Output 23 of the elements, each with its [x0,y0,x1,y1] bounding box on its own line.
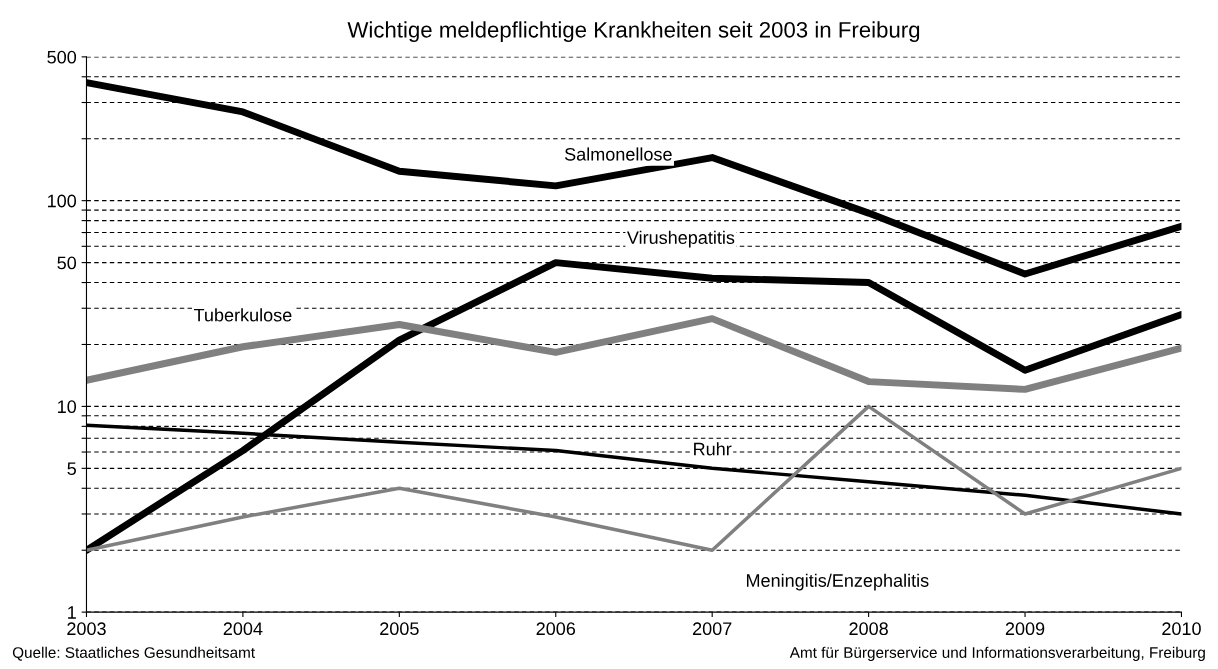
x-tick-label: 2007 [693,622,732,636]
series-label: Tuberkulose [193,308,292,322]
y-tick-label: 100 [48,194,77,208]
text: Amt für Bürgerservice und Informationsverarbeitung, Freiburg [789,646,1205,661]
x-tick-label: 2008 [849,622,888,636]
source-note: Quelle: Staatliches Gesundheitsamt [12,646,255,661]
series-label: Salmonellose [564,147,672,161]
chart-title: Wichtige meldepflichtige Krankheiten seit 2003 in Freiburg [347,21,920,43]
text: Meningitis/Enzephalitis [746,573,929,591]
y-tick-label: 10 [58,400,77,414]
x-tick-label: 2005 [380,622,419,636]
x-tick-label: 2004 [223,622,263,636]
series-label: Ruhr [694,442,732,456]
y-tick-label: 5 [67,462,76,476]
x-tick-label: 2003 [67,622,106,636]
x-tick-label: 2010 [1162,622,1201,636]
x-tick-label: 2009 [1005,622,1045,636]
y-tick-label: 500 [47,50,77,64]
line-series [86,404,1182,552]
y-tick-label: 1 [68,606,76,619]
series-label: Virushepatitis [626,230,735,248]
x-tick-label: 2006 [536,622,576,636]
y-tick-label: 50 [57,256,77,270]
